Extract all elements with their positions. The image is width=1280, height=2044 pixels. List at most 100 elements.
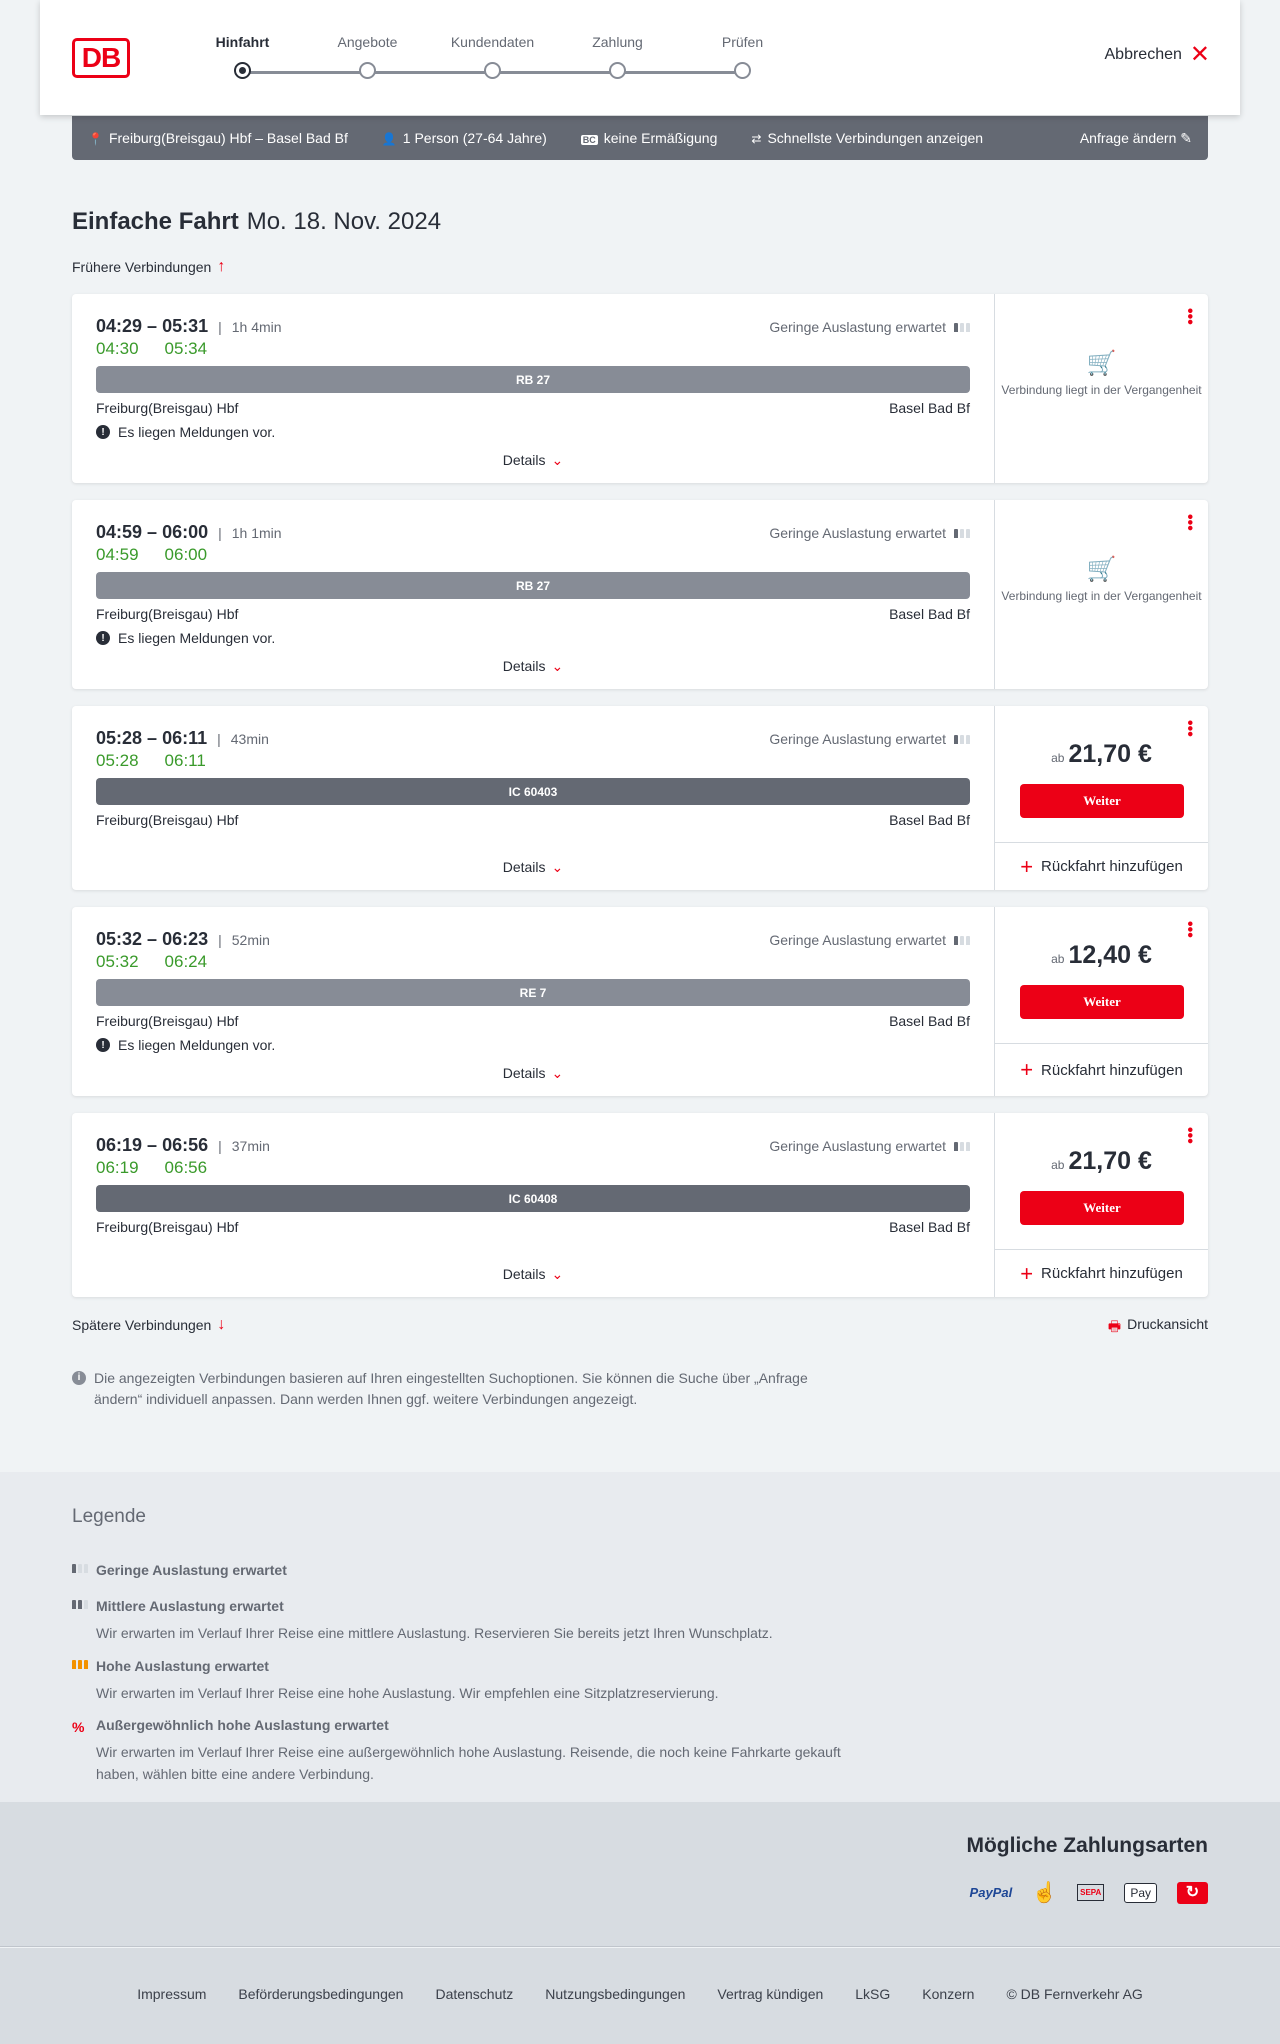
- bahncard-icon: BC: [580, 135, 598, 145]
- trip-date: Mo. 18. Nov. 2024: [246, 208, 442, 235]
- more-options-icon[interactable]: •••: [1181, 308, 1198, 325]
- price-value: 21,70 €: [1068, 740, 1152, 768]
- chevron-down-icon: ⌄: [551, 1065, 564, 1081]
- persons-text: 1 Person (27-64 Jahre): [402, 130, 547, 146]
- connection-info: 05:28 – 06:11 | 43min Geringe Auslastung e…: [72, 706, 994, 890]
- duration: 1h 1min: [231, 524, 282, 541]
- payment-title: Mögliche Zahlungsarten: [966, 1834, 1208, 1857]
- print-view-link[interactable]: 🖶 Druckansicht: [1108, 1316, 1208, 1340]
- person-icon: 👤: [381, 132, 397, 146]
- details-toggle[interactable]: Details ⌄: [72, 452, 994, 469]
- close-icon: ✕: [1189, 41, 1210, 68]
- cart-unavailable-icon: 🛒: [1086, 350, 1117, 377]
- edit-request-button[interactable]: Anfrage ändern ✎: [1080, 130, 1192, 147]
- train-bar[interactable]: IC 60408: [96, 1185, 970, 1212]
- details-toggle[interactable]: Details ⌄: [72, 1065, 994, 1082]
- credit-card-hand-icon: ☝: [1032, 1882, 1058, 1904]
- details-toggle[interactable]: Details ⌄: [72, 658, 994, 675]
- payment-methods: Mögliche Zahlungsarten PayPal ☝ SEPA Pay…: [0, 1802, 1280, 1947]
- past-text: Verbindung liegt in der Vergangenheit: [1001, 383, 1202, 397]
- origin-station: Freiburg(Breisgau) Hbf: [96, 812, 239, 828]
- price: ab 12,40 €: [995, 941, 1208, 970]
- message-text: Es liegen Meldungen vor.: [118, 424, 276, 440]
- connection-card: 04:29 – 05:31 | 1h 4min Geringe Auslastung…: [72, 294, 1208, 483]
- add-return-button[interactable]: + Rückfahrt hinzufügen: [995, 1043, 1208, 1096]
- persons-summary: 👤 1 Person (27-64 Jahre): [382, 130, 547, 146]
- realtime-times: 04:30 05:34: [96, 339, 207, 359]
- more-options-icon[interactable]: •••: [1181, 1127, 1198, 1144]
- footer-link-datenschutz[interactable]: Datenschutz: [435, 1986, 514, 2002]
- train-bar[interactable]: RB 27: [96, 572, 970, 599]
- departure-time: 05:28: [96, 728, 143, 748]
- continue-button[interactable]: Weiter: [1020, 784, 1184, 818]
- load-indicator: Geringe Auslastung erwartet: [769, 1138, 970, 1154]
- realtime-arrival: 06:00: [164, 545, 208, 564]
- price: ab 21,70 €: [995, 1147, 1208, 1176]
- info-note: i Die angezeigten Verbindungen basieren a…: [72, 1368, 852, 1410]
- add-return-button[interactable]: + Rückfahrt hinzufügen: [995, 842, 1208, 890]
- alert-icon: !: [96, 1038, 110, 1052]
- arrival-time: 06:56: [162, 1135, 209, 1155]
- earlier-connections-link[interactable]: Frühere Verbindungen ↑: [72, 258, 225, 276]
- more-options-icon[interactable]: •••: [1181, 720, 1198, 737]
- realtime-arrival: 05:34: [164, 339, 208, 358]
- print-label: Druckansicht: [1127, 1316, 1208, 1332]
- train-bar[interactable]: RE 7: [96, 979, 970, 1006]
- realtime-times: 05:28 06:11: [96, 751, 206, 771]
- step-zahlung: Zahlung: [555, 34, 680, 79]
- footer-link-lksg[interactable]: LkSG: [855, 1986, 891, 2002]
- footer-link-impressum[interactable]: Impressum: [137, 1986, 207, 2002]
- fastest-summary: ⇄ Schnellste Verbindungen anzeigen: [751, 130, 983, 146]
- step-label: Zahlung: [592, 34, 643, 50]
- load-indicator: Geringe Auslastung erwartet: [769, 525, 970, 541]
- price-prefix: ab: [1051, 751, 1065, 765]
- continue-button[interactable]: Weiter: [1020, 985, 1184, 1019]
- low-load-icon: [954, 1141, 970, 1151]
- destination-station: Basel Bad Bf: [889, 1013, 970, 1029]
- legend-item-medium: Mittlere Auslastung erwartet Wir erwarten…: [72, 1598, 872, 1644]
- planned-times: 04:59 – 06:00 | 1h 1min: [96, 522, 282, 542]
- info-icon: i: [72, 1371, 86, 1385]
- cancel-button[interactable]: Abbrechen ✕: [1105, 41, 1211, 68]
- add-return-button[interactable]: + Rückfahrt hinzufügen: [995, 1249, 1208, 1297]
- train-bar[interactable]: RB 27: [96, 366, 970, 393]
- realtime-times: 04:59 06:00: [96, 545, 207, 565]
- footer-link-befoerderungsbedingungen[interactable]: Beförderungsbedingungen: [238, 1986, 404, 2002]
- details-label: Details: [502, 1266, 546, 1282]
- sepa-icon: SEPA: [1077, 1884, 1105, 1901]
- later-label: Spätere Verbindungen: [72, 1317, 212, 1333]
- trip-type: Einfache Fahrt: [72, 208, 239, 235]
- footer-copyright: © DB Fernverkehr AG: [1006, 1986, 1143, 2002]
- separator: |: [217, 730, 221, 747]
- train-bar[interactable]: IC 60403: [96, 778, 970, 805]
- separator: |: [218, 318, 222, 335]
- info-text: Die angezeigten Verbindungen basieren au…: [94, 1370, 808, 1407]
- more-options-icon[interactable]: •••: [1181, 921, 1198, 938]
- plus-icon: +: [1020, 853, 1034, 879]
- legend-label: Mittlere Auslastung erwartet: [96, 1598, 284, 1614]
- db-logo[interactable]: DB: [72, 38, 130, 78]
- step-label: Hinfahrt: [215, 34, 270, 50]
- step-label: Kundendaten: [450, 34, 535, 50]
- load-text: Geringe Auslastung erwartet: [769, 731, 946, 747]
- details-toggle[interactable]: Details ⌄: [72, 859, 994, 876]
- legend-label: Geringe Auslastung erwartet: [96, 1562, 287, 1578]
- connection-card: 05:32 – 06:23 | 52min Geringe Auslastung e…: [72, 907, 1208, 1096]
- more-options-icon[interactable]: •••: [1181, 514, 1198, 531]
- footer-link-vertrag-kuendigen[interactable]: Vertrag kündigen: [717, 1986, 824, 2002]
- header: DB Hinfahrt Angebote Kundendaten Zahlung…: [40, 0, 1240, 115]
- duration: 52min: [231, 931, 270, 948]
- continue-button[interactable]: Weiter: [1020, 1191, 1184, 1225]
- connection-card: 05:28 – 06:11 | 43min Geringe Auslastung e…: [72, 706, 1208, 890]
- origin-station: Freiburg(Breisgau) Hbf: [96, 606, 239, 622]
- discount-summary: BC keine Ermäßigung: [580, 130, 717, 146]
- planned-times: 05:28 – 06:11 | 43min: [96, 728, 269, 748]
- details-toggle[interactable]: Details ⌄: [72, 1266, 994, 1283]
- message-text: Es liegen Meldungen vor.: [118, 630, 276, 646]
- later-connections-link[interactable]: Spätere Verbindungen ↓: [72, 1316, 225, 1334]
- paypal-icon: PayPal: [969, 1885, 1013, 1900]
- footer-link-konzern[interactable]: Konzern: [922, 1986, 975, 2002]
- offer-panel: ••• ab 21,70 € Weiter + Rückfahrt hinzufüge…: [994, 706, 1208, 890]
- connection-info: 04:29 – 05:31 | 1h 4min Geringe Auslastung…: [72, 294, 994, 483]
- footer-link-nutzungsbedingungen[interactable]: Nutzungsbedingungen: [545, 1986, 686, 2002]
